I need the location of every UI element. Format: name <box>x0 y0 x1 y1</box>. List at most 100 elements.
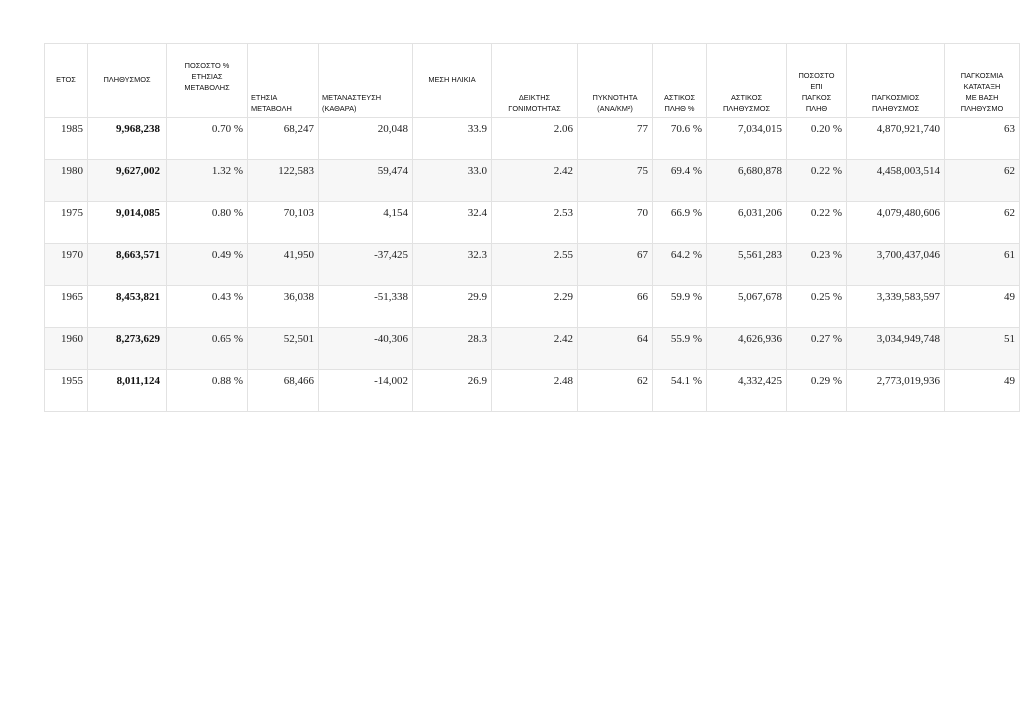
cell-urban-population: 4,626,936 <box>706 327 787 370</box>
cell-world-rank: 63 <box>944 117 1020 160</box>
cell-net-migration: 20,048 <box>318 117 413 160</box>
cell-annual-change-percent: 0.49 % <box>166 243 248 286</box>
header-row: ΕΤΟΣ ΠΛΗΘΥΣΜΟΣ ΠΟΣΟΣΤΟ % ΕΤΗΣΙΑΣ ΜΕΤΑΒΟΛ… <box>44 43 1020 118</box>
col-header-world-population: ΠΑΓΚΟΣΜΙΟΣ ΠΛΗΘΥΣΜΟΣ <box>846 43 945 118</box>
cell-annual-change: 36,038 <box>247 285 319 328</box>
cell-net-migration: -14,002 <box>318 369 413 412</box>
cell-world-rank: 49 <box>944 285 1020 328</box>
col-header-population: ΠΛΗΘΥΣΜΟΣ <box>87 43 167 118</box>
cell-world-population: 3,034,949,748 <box>846 327 945 370</box>
cell-population: 9,627,002 <box>87 159 167 202</box>
cell-annual-change: 41,950 <box>247 243 319 286</box>
table-body: 1985 9,968,238 0.70 % 68,247 20,048 33.9… <box>44 117 1020 412</box>
cell-world-population: 3,339,583,597 <box>846 285 945 328</box>
col-header-label: ΑΣΤΙΚΟΣ ΠΛΗΘ % <box>663 93 696 113</box>
table-row: 1975 9,014,085 0.80 % 70,103 4,154 32.4 … <box>44 201 1020 244</box>
cell-urban-percent: 59.9 % <box>652 285 707 328</box>
cell-net-migration: -40,306 <box>318 327 413 370</box>
cell-annual-change: 68,466 <box>247 369 319 412</box>
table-row: 1970 8,663,571 0.49 % 41,950 -37,425 32.… <box>44 243 1020 286</box>
cell-annual-change-percent: 1.32 % <box>166 159 248 202</box>
cell-urban-percent: 64.2 % <box>652 243 707 286</box>
table-header: ΕΤΟΣ ΠΛΗΘΥΣΜΟΣ ΠΟΣΟΣΤΟ % ΕΤΗΣΙΑΣ ΜΕΤΑΒΟΛ… <box>44 43 1020 118</box>
cell-urban-population: 6,680,878 <box>706 159 787 202</box>
cell-median-age: 32.3 <box>412 243 492 286</box>
cell-year: 1960 <box>44 327 88 370</box>
col-header-label: ΠΛΗΘΥΣΜΟΣ <box>103 75 151 84</box>
col-header-net-migration: ΜΕΤΑΝΑΣΤΕΥΣΗ (ΚΑΘΑΡΑ) <box>318 43 413 118</box>
cell-urban-percent: 70.6 % <box>652 117 707 160</box>
cell-fertility-rate: 2.55 <box>491 243 578 286</box>
cell-annual-change-percent: 0.43 % <box>166 285 248 328</box>
col-header-label: ΜΕΤΑΝΑΣΤΕΥΣΗ (ΚΑΘΑΡΑ) <box>322 93 382 113</box>
cell-world-rank: 61 <box>944 243 1020 286</box>
table-row: 1980 9,627,002 1.32 % 122,583 59,474 33.… <box>44 159 1020 202</box>
cell-urban-population: 4,332,425 <box>706 369 787 412</box>
cell-median-age: 33.0 <box>412 159 492 202</box>
population-table: ΕΤΟΣ ΠΛΗΘΥΣΜΟΣ ΠΟΣΟΣΤΟ % ΕΤΗΣΙΑΣ ΜΕΤΑΒΟΛ… <box>44 43 1020 412</box>
col-header-annual-change: ΕΤΗΣΙΑ ΜΕΤΑΒΟΛΗ <box>247 43 319 118</box>
col-header-annual-change-percent: ΠΟΣΟΣΤΟ % ΕΤΗΣΙΑΣ ΜΕΤΑΒΟΛΗΣ <box>166 43 248 118</box>
cell-annual-change: 122,583 <box>247 159 319 202</box>
cell-annual-change: 68,247 <box>247 117 319 160</box>
cell-world-population: 4,458,003,514 <box>846 159 945 202</box>
col-header-urban-population: ΑΣΤΙΚΟΣ ΠΛΗΘΥΣΜΟΣ <box>706 43 787 118</box>
cell-world-population: 4,079,480,606 <box>846 201 945 244</box>
cell-world-population: 3,700,437,046 <box>846 243 945 286</box>
cell-median-age: 29.9 <box>412 285 492 328</box>
cell-annual-change: 52,501 <box>247 327 319 370</box>
cell-world-rank: 62 <box>944 201 1020 244</box>
col-header-label: ΠΑΓΚΟΣΜΙΑ ΚΑΤΑΤΑΞΗ ΜΕ ΒΑΣΗ ΠΛΗΘΥΣΜΟ <box>960 71 1004 113</box>
cell-fertility-rate: 2.48 <box>491 369 578 412</box>
cell-fertility-rate: 2.06 <box>491 117 578 160</box>
table-row: 1985 9,968,238 0.70 % 68,247 20,048 33.9… <box>44 117 1020 160</box>
cell-world-share: 0.25 % <box>786 285 847 328</box>
cell-population: 8,663,571 <box>87 243 167 286</box>
col-header-label: ΕΤΟΣ <box>56 75 76 84</box>
cell-year: 1985 <box>44 117 88 160</box>
cell-world-population: 2,773,019,936 <box>846 369 945 412</box>
col-header-urban-percent: ΑΣΤΙΚΟΣ ΠΛΗΘ % <box>652 43 707 118</box>
cell-fertility-rate: 2.42 <box>491 159 578 202</box>
cell-density: 62 <box>577 369 653 412</box>
cell-year: 1970 <box>44 243 88 286</box>
cell-urban-population: 6,031,206 <box>706 201 787 244</box>
cell-population: 9,014,085 <box>87 201 167 244</box>
cell-median-age: 33.9 <box>412 117 492 160</box>
col-header-label: ΕΤΗΣΙΑ ΜΕΤΑΒΟΛΗ <box>251 93 292 113</box>
cell-world-share: 0.20 % <box>786 117 847 160</box>
cell-density: 77 <box>577 117 653 160</box>
cell-median-age: 32.4 <box>412 201 492 244</box>
cell-urban-percent: 66.9 % <box>652 201 707 244</box>
table-row: 1955 8,011,124 0.88 % 68,466 -14,002 26.… <box>44 369 1020 412</box>
cell-net-migration: -37,425 <box>318 243 413 286</box>
cell-world-share: 0.29 % <box>786 369 847 412</box>
cell-year: 1975 <box>44 201 88 244</box>
cell-year: 1965 <box>44 285 88 328</box>
cell-density: 67 <box>577 243 653 286</box>
cell-year: 1980 <box>44 159 88 202</box>
cell-annual-change-percent: 0.65 % <box>166 327 248 370</box>
col-header-median-age: ΜΕΣΗ ΗΛΙΚΙΑ <box>412 43 492 118</box>
col-header-label: ΔΕΙΚΤΗΣ ΓΟΝΙΜΟΤΗΤΑΣ <box>508 93 561 113</box>
cell-population: 8,273,629 <box>87 327 167 370</box>
col-header-world-rank: ΠΑΓΚΟΣΜΙΑ ΚΑΤΑΤΑΞΗ ΜΕ ΒΑΣΗ ΠΛΗΘΥΣΜΟ <box>944 43 1020 118</box>
col-header-label: ΑΣΤΙΚΟΣ ΠΛΗΘΥΣΜΟΣ <box>722 93 771 113</box>
col-header-density: ΠΥΚΝΟΤΗΤΑ (ΑΝΑ/Km²) <box>577 43 653 118</box>
col-header-label: ΜΕΣΗ ΗΛΙΚΙΑ <box>428 75 476 84</box>
cell-world-share: 0.27 % <box>786 327 847 370</box>
cell-net-migration: 4,154 <box>318 201 413 244</box>
col-header-label: ΠΟΣΟΣΤΟ % ΕΤΗΣΙΑΣ ΜΕΤΑΒΟΛΗΣ <box>184 61 230 92</box>
cell-population: 8,011,124 <box>87 369 167 412</box>
cell-urban-population: 5,561,283 <box>706 243 787 286</box>
cell-urban-population: 7,034,015 <box>706 117 787 160</box>
cell-urban-percent: 54.1 % <box>652 369 707 412</box>
cell-median-age: 26.9 <box>412 369 492 412</box>
cell-population: 8,453,821 <box>87 285 167 328</box>
col-header-year: ΕΤΟΣ <box>44 43 88 118</box>
cell-world-share: 0.23 % <box>786 243 847 286</box>
cell-world-rank: 62 <box>944 159 1020 202</box>
cell-annual-change: 70,103 <box>247 201 319 244</box>
cell-density: 75 <box>577 159 653 202</box>
cell-fertility-rate: 2.29 <box>491 285 578 328</box>
